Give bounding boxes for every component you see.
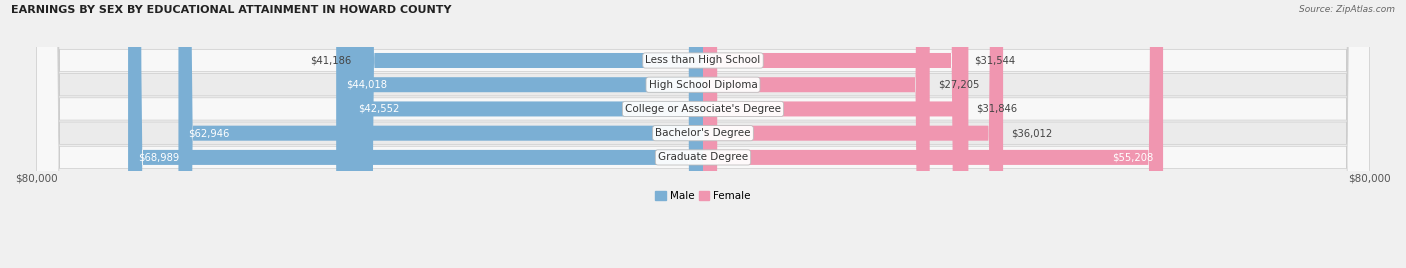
FancyBboxPatch shape bbox=[128, 0, 703, 268]
Text: $27,205: $27,205 bbox=[938, 80, 979, 90]
Text: $41,186: $41,186 bbox=[311, 55, 352, 65]
Text: $42,552: $42,552 bbox=[359, 104, 399, 114]
FancyBboxPatch shape bbox=[703, 0, 1002, 268]
Text: High School Diploma: High School Diploma bbox=[648, 80, 758, 90]
Text: $68,989: $68,989 bbox=[138, 152, 180, 162]
FancyBboxPatch shape bbox=[360, 0, 703, 268]
FancyBboxPatch shape bbox=[37, 0, 1369, 268]
Text: Graduate Degree: Graduate Degree bbox=[658, 152, 748, 162]
FancyBboxPatch shape bbox=[349, 0, 703, 268]
FancyBboxPatch shape bbox=[703, 0, 1163, 268]
FancyBboxPatch shape bbox=[703, 0, 966, 268]
Text: $55,208: $55,208 bbox=[1112, 152, 1153, 162]
FancyBboxPatch shape bbox=[37, 0, 1369, 268]
Text: $31,544: $31,544 bbox=[974, 55, 1015, 65]
FancyBboxPatch shape bbox=[336, 0, 703, 268]
FancyBboxPatch shape bbox=[703, 0, 929, 268]
FancyBboxPatch shape bbox=[37, 0, 1369, 268]
Text: $62,946: $62,946 bbox=[188, 128, 229, 138]
Text: Less than High School: Less than High School bbox=[645, 55, 761, 65]
Text: $31,846: $31,846 bbox=[976, 104, 1018, 114]
FancyBboxPatch shape bbox=[703, 0, 969, 268]
FancyBboxPatch shape bbox=[37, 0, 1369, 268]
FancyBboxPatch shape bbox=[179, 0, 703, 268]
Text: College or Associate's Degree: College or Associate's Degree bbox=[626, 104, 780, 114]
Legend: Male, Female: Male, Female bbox=[651, 187, 755, 205]
Text: $44,018: $44,018 bbox=[346, 80, 387, 90]
Text: Source: ZipAtlas.com: Source: ZipAtlas.com bbox=[1299, 5, 1395, 14]
FancyBboxPatch shape bbox=[37, 0, 1369, 268]
Text: $36,012: $36,012 bbox=[1011, 128, 1052, 138]
Text: Bachelor's Degree: Bachelor's Degree bbox=[655, 128, 751, 138]
Text: EARNINGS BY SEX BY EDUCATIONAL ATTAINMENT IN HOWARD COUNTY: EARNINGS BY SEX BY EDUCATIONAL ATTAINMEN… bbox=[11, 5, 451, 15]
